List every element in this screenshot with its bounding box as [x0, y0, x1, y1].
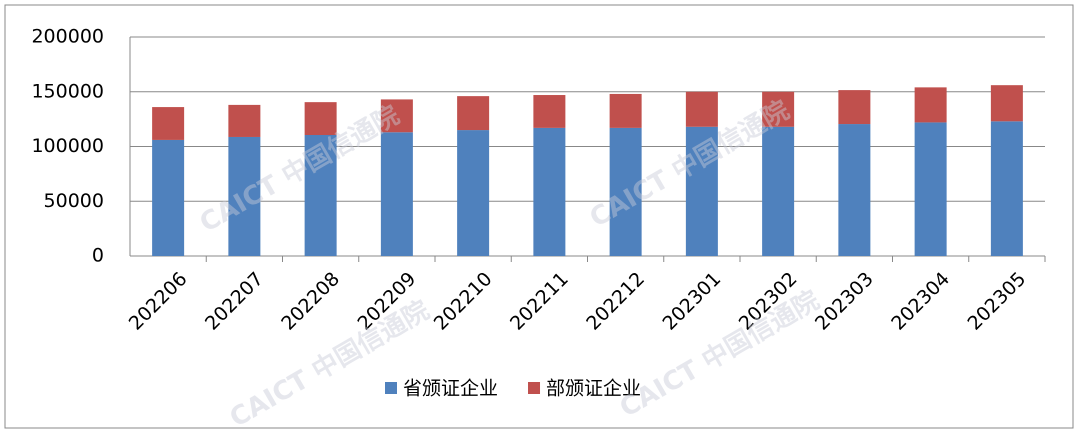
y-tick-label: 200000 [31, 26, 104, 48]
legend-label: 省颁证企业 [403, 378, 498, 400]
bar-segment [457, 96, 490, 131]
bar-segment [990, 121, 1023, 256]
bar-segment [380, 99, 413, 133]
bar-segment [609, 93, 642, 128]
y-tick-label: 100000 [31, 135, 104, 157]
bar-segment [914, 87, 947, 123]
legend-swatch [528, 382, 541, 394]
bar-segment [609, 127, 642, 256]
bar-segment [380, 132, 413, 256]
y-tick-label: 50000 [44, 190, 104, 212]
legend-label: 部颁证企业 [546, 378, 641, 400]
bar-segment [990, 85, 1023, 122]
bar-segment [685, 126, 718, 256]
bar-segment [457, 130, 490, 256]
bar-segment [762, 126, 795, 256]
bar-segment [533, 95, 566, 128]
bar-segment [228, 136, 261, 256]
legend-swatch [385, 382, 397, 394]
bar-segment [685, 91, 718, 127]
y-tick-label: 0 [92, 245, 104, 267]
bar-segment [838, 90, 871, 125]
bar-segment [762, 91, 795, 127]
bar-segment [304, 102, 337, 136]
y-tick-label: 150000 [31, 80, 104, 102]
bar-segment [838, 124, 871, 257]
bar-segment [533, 127, 566, 256]
bar-segment [152, 139, 185, 256]
bar-segment [152, 107, 185, 140]
bar-segment [914, 122, 947, 256]
bar-segment [228, 104, 261, 137]
bar-segment [304, 135, 337, 256]
